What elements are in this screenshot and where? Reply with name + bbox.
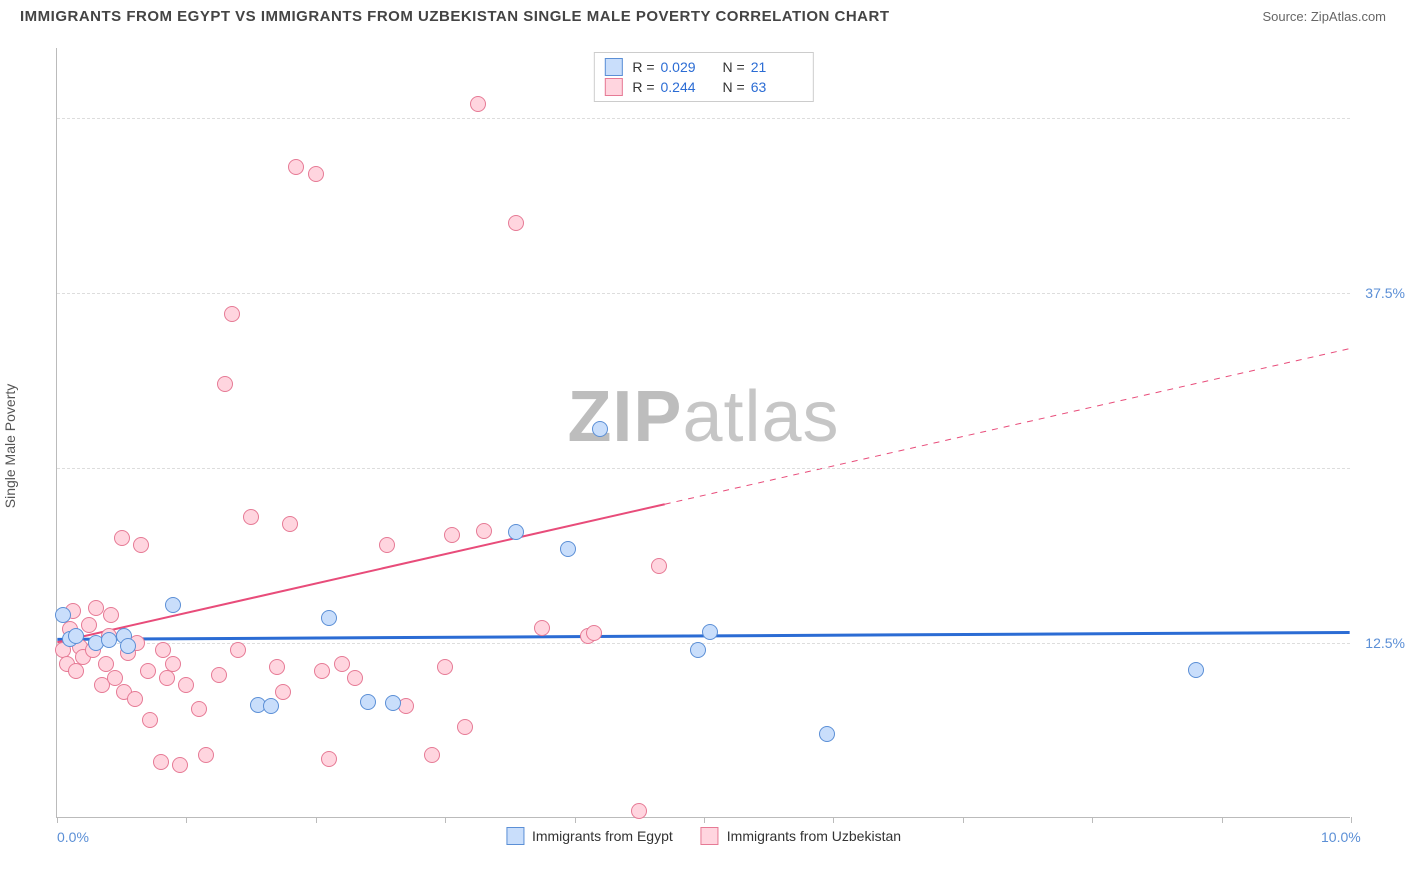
point-uzbekistan (224, 306, 240, 322)
point-uzbekistan (211, 667, 227, 683)
point-uzbekistan (230, 642, 246, 658)
x-tick-label: 0.0% (57, 829, 89, 845)
point-uzbekistan (88, 600, 104, 616)
point-uzbekistan (178, 677, 194, 693)
point-uzbekistan (437, 659, 453, 675)
point-uzbekistan (68, 663, 84, 679)
point-uzbekistan (127, 691, 143, 707)
point-egypt (690, 642, 706, 658)
plot-area: ZIPatlas R = 0.029 N = 21 R = 0.244 N = … (56, 48, 1350, 818)
y-axis-label: Single Male Poverty (2, 384, 18, 509)
gridline (57, 118, 1350, 119)
point-egypt (508, 524, 524, 540)
x-tick (57, 817, 58, 823)
point-uzbekistan (81, 617, 97, 633)
chart-title: IMMIGRANTS FROM EGYPT VS IMMIGRANTS FROM… (20, 8, 890, 25)
gridline (57, 468, 1350, 469)
point-uzbekistan (457, 719, 473, 735)
legend-item-egypt: Immigrants from Egypt (506, 827, 673, 845)
point-egypt (385, 695, 401, 711)
legend-row-uzbekistan: R = 0.244 N = 63 (604, 77, 802, 97)
correlation-legend: R = 0.029 N = 21 R = 0.244 N = 63 (593, 52, 813, 102)
point-uzbekistan (282, 516, 298, 532)
point-egypt (560, 541, 576, 557)
x-tick (1351, 817, 1352, 823)
point-uzbekistan (142, 712, 158, 728)
point-uzbekistan (133, 537, 149, 553)
point-egypt (263, 698, 279, 714)
x-tick (445, 817, 446, 823)
point-egypt (360, 694, 376, 710)
x-tick (575, 817, 576, 823)
point-uzbekistan (159, 670, 175, 686)
point-uzbekistan (198, 747, 214, 763)
point-uzbekistan (424, 747, 440, 763)
point-uzbekistan (140, 663, 156, 679)
y-tick-label: 37.5% (1365, 285, 1405, 301)
series-legend: Immigrants from Egypt Immigrants from Uz… (506, 827, 901, 845)
source-label: Source: ZipAtlas.com (1262, 9, 1386, 24)
point-uzbekistan (534, 620, 550, 636)
point-egypt (1188, 662, 1204, 678)
point-uzbekistan (470, 96, 486, 112)
point-uzbekistan (347, 670, 363, 686)
point-egypt (702, 624, 718, 640)
point-uzbekistan (275, 684, 291, 700)
point-uzbekistan (308, 166, 324, 182)
point-uzbekistan (586, 625, 602, 641)
point-egypt (55, 607, 71, 623)
point-egypt (592, 421, 608, 437)
point-egypt (165, 597, 181, 613)
point-egypt (101, 632, 117, 648)
gridline (57, 293, 1350, 294)
x-tick (704, 817, 705, 823)
x-tick (316, 817, 317, 823)
point-uzbekistan (114, 530, 130, 546)
point-uzbekistan (508, 215, 524, 231)
legend-row-egypt: R = 0.029 N = 21 (604, 57, 802, 77)
point-egypt (120, 638, 136, 654)
point-uzbekistan (153, 754, 169, 770)
swatch-egypt (604, 58, 622, 76)
point-uzbekistan (321, 751, 337, 767)
point-uzbekistan (444, 527, 460, 543)
point-uzbekistan (269, 659, 285, 675)
x-tick (186, 817, 187, 823)
point-uzbekistan (288, 159, 304, 175)
point-uzbekistan (379, 537, 395, 553)
point-uzbekistan (334, 656, 350, 672)
point-uzbekistan (155, 642, 171, 658)
point-uzbekistan (103, 607, 119, 623)
point-uzbekistan (476, 523, 492, 539)
point-uzbekistan (165, 656, 181, 672)
swatch-uzbekistan (701, 827, 719, 845)
point-uzbekistan (217, 376, 233, 392)
x-tick (1222, 817, 1223, 823)
point-uzbekistan (191, 701, 207, 717)
point-egypt (321, 610, 337, 626)
point-uzbekistan (631, 803, 647, 819)
x-tick (1092, 817, 1093, 823)
point-egypt (819, 726, 835, 742)
legend-item-uzbekistan: Immigrants from Uzbekistan (701, 827, 901, 845)
x-tick-label: 10.0% (1321, 829, 1361, 845)
point-uzbekistan (314, 663, 330, 679)
y-tick-label: 12.5% (1365, 635, 1405, 651)
point-uzbekistan (172, 757, 188, 773)
swatch-uzbekistan (604, 78, 622, 96)
swatch-egypt (506, 827, 524, 845)
point-egypt (68, 628, 84, 644)
point-uzbekistan (243, 509, 259, 525)
x-tick (833, 817, 834, 823)
watermark: ZIPatlas (567, 376, 839, 458)
x-tick (963, 817, 964, 823)
point-uzbekistan (651, 558, 667, 574)
